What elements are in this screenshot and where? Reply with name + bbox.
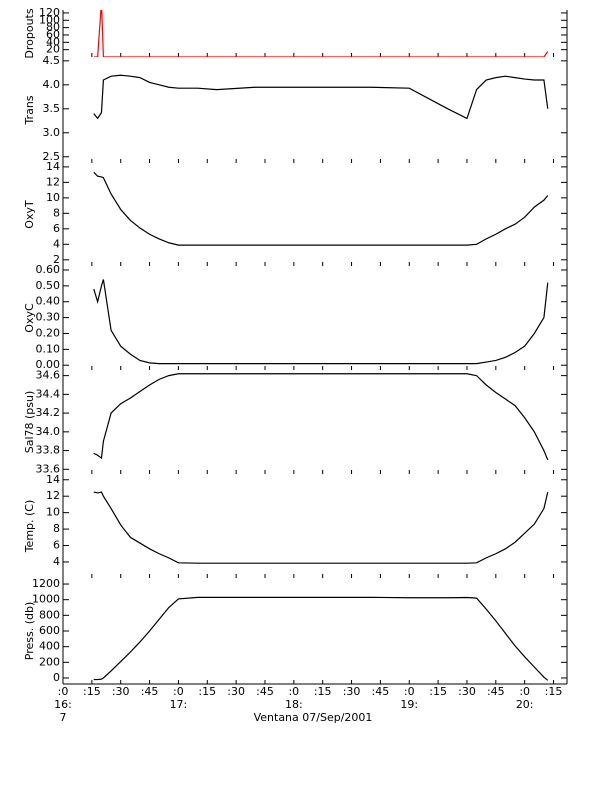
y-tick-label: 6 [53, 222, 60, 235]
x-tick-label: :30 [112, 685, 130, 698]
x-tick-label: :0 [173, 685, 184, 698]
y-tick-label: 2.5 [43, 150, 61, 163]
x-tick-label: :0 [404, 685, 415, 698]
x-tick-label: :0 [288, 685, 299, 698]
y-tick-label: 120 [39, 6, 60, 19]
y-tick-label: 4 [53, 237, 60, 250]
y-tick-label: 1200 [32, 577, 60, 590]
y-tick-label: 3.5 [43, 102, 61, 115]
y-tick-label: 60 [46, 28, 60, 41]
y-tick-label: 0.20 [36, 326, 61, 339]
data-line [93, 279, 549, 365]
y-tick-label: 800 [39, 608, 60, 621]
y-tick-label: 12 [46, 175, 60, 188]
y-tick-label: 20 [46, 43, 60, 56]
y-tick-label: 400 [39, 640, 60, 653]
x-tick-label: :15 [429, 685, 447, 698]
y-tick-label: 34.6 [36, 369, 61, 382]
y-tick-label: 34.0 [36, 425, 61, 438]
y-tick-label: 33.6 [36, 462, 61, 475]
x-tick-label: :45 [256, 685, 274, 698]
x-tick-label: :45 [487, 685, 505, 698]
x-hour-label: 19: [400, 698, 418, 711]
data-line [93, 10, 549, 57]
y-tick-label: 40 [46, 35, 60, 48]
y-tick-label: 6 [53, 539, 60, 552]
data-line [93, 74, 549, 120]
y-tick-label: 10 [46, 506, 60, 519]
y-tick-label: 80 [46, 21, 60, 34]
y-tick-label: 100 [39, 13, 60, 26]
y-tick-label: 34.2 [36, 406, 61, 419]
y-tick-label: 34.4 [36, 387, 61, 400]
data-line [93, 596, 549, 681]
x-tick-label: :45 [141, 685, 159, 698]
y-axis-label: Dropouts [23, 8, 36, 58]
y-axis-label: Trans [23, 95, 36, 125]
x-tick-label: :15 [198, 685, 216, 698]
y-tick-label: 0.50 [36, 279, 61, 292]
y-tick-label: 200 [39, 655, 60, 668]
y-axis-label: Temp. (C) [23, 500, 36, 554]
y-tick-label: 0.00 [36, 358, 61, 371]
y-axis-label: OxyT [23, 200, 36, 229]
y-tick-label: 3.0 [43, 126, 61, 139]
y-tick-label: 10 [46, 191, 60, 204]
x-hour-label: 20: [516, 698, 534, 711]
y-axis-label: Sal78 (psu) [23, 391, 36, 454]
y-tick-label: 14 [46, 473, 60, 486]
x-tick-label: :0 [519, 685, 530, 698]
y-tick-label: 4 [53, 555, 60, 568]
y-tick-label: 4.0 [43, 78, 61, 91]
data-line [93, 373, 549, 461]
y-axis-label: OxyC [23, 303, 36, 333]
x-tick-label: :30 [458, 685, 476, 698]
y-tick-label: 8 [53, 522, 60, 535]
y-tick-label: 33.8 [36, 444, 61, 457]
x-tick-label: :30 [343, 685, 361, 698]
x-axis-label: Ventana 07/Sep/2001 [254, 711, 373, 724]
y-tick-label: 600 [39, 624, 60, 637]
x-tick-label: :30 [227, 685, 245, 698]
x-tick-label: :15 [83, 685, 101, 698]
x-hour-label: 17: [170, 698, 188, 711]
y-tick-label: 0.10 [36, 342, 61, 355]
y-tick-label: 2 [53, 253, 60, 266]
y-tick-label: 8 [53, 206, 60, 219]
x-hour-label: 18: [285, 698, 303, 711]
y-tick-label: 1000 [32, 593, 60, 606]
x-tick-label: :15 [545, 685, 563, 698]
y-tick-label: 14 [46, 160, 60, 173]
data-line [93, 491, 549, 564]
data-line [93, 171, 549, 246]
x-tick-label: :15 [314, 685, 332, 698]
y-tick-label: 0.40 [36, 295, 61, 308]
x-day-label: 7 [60, 711, 67, 724]
y-tick-label: 0.60 [36, 263, 61, 276]
y-axis-label: Press. (db) [23, 602, 36, 661]
x-hour-label: 16: [54, 698, 72, 711]
y-tick-label: 0.30 [36, 311, 61, 324]
x-tick-label: :0 [58, 685, 69, 698]
y-tick-label: 0 [53, 671, 60, 684]
y-tick-label: 4.5 [43, 54, 61, 67]
x-tick-label: :45 [372, 685, 390, 698]
y-tick-label: 12 [46, 489, 60, 502]
